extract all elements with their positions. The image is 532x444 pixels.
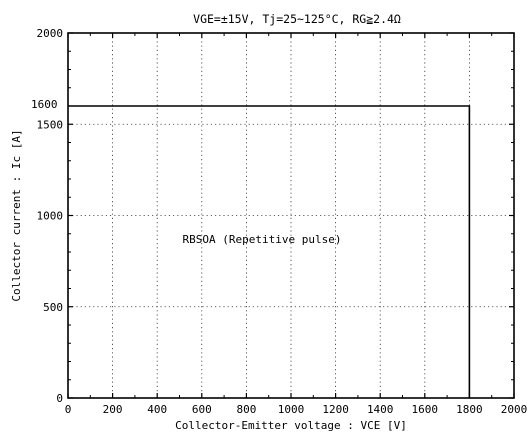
tick-marks — [67, 32, 515, 399]
y-tick-label-1600: 1600 — [31, 98, 58, 111]
rbsoa-boundary-line — [68, 105, 471, 398]
x-tick-label: 0 — [65, 403, 72, 416]
grid — [68, 33, 514, 398]
series-layer — [68, 105, 471, 398]
x-tick-label: 400 — [147, 403, 167, 416]
y-tick-label: 500 — [43, 301, 63, 314]
y-tick-label: 2000 — [37, 27, 64, 40]
y-tick-label: 0 — [56, 392, 63, 405]
x-tick-label: 600 — [192, 403, 212, 416]
chart-title: VGE=±15V, Tj=25~125°C, RG≧2.4Ω — [193, 12, 401, 26]
x-tick-label: 1400 — [367, 403, 394, 416]
y-tick-label: 1500 — [37, 118, 64, 131]
x-tick-label: 1200 — [322, 403, 349, 416]
x-tick-label: 1000 — [278, 403, 305, 416]
x-axis-label: Collector-Emitter voltage : VCE [V] — [175, 419, 407, 432]
y-tick-labels: 0 500 1000 1500 2000 1600 — [31, 27, 63, 405]
y-tick-label: 1000 — [37, 210, 64, 223]
x-tick-label: 1600 — [412, 403, 439, 416]
x-tick-label: 200 — [103, 403, 123, 416]
rbsoa-annotation: RBSOA (Repetitive pulse) — [183, 233, 342, 246]
y-axis-label: Collector current : Ic [A] — [10, 129, 23, 301]
x-tick-label: 1800 — [456, 403, 483, 416]
x-tick-label: 800 — [236, 403, 256, 416]
x-tick-label: 2000 — [501, 403, 528, 416]
x-tick-labels: 0 200 400 600 800 1000 1200 1400 1600 1800 2000 — [65, 403, 528, 416]
